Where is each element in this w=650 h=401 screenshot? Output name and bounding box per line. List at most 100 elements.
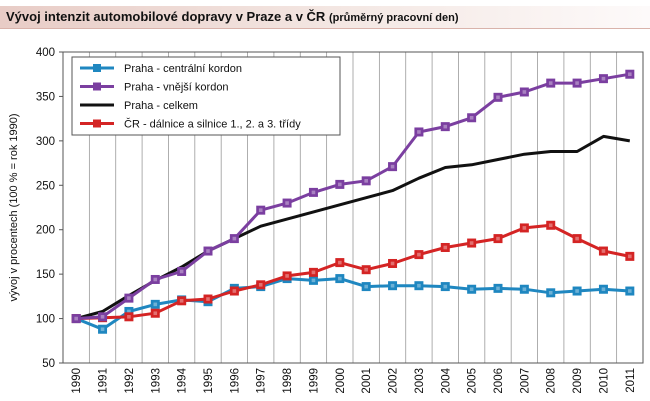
data-point (388, 162, 398, 172)
data-point-highlight (417, 252, 421, 257)
legend-swatch-marker (93, 82, 101, 91)
data-point-highlight (100, 327, 105, 332)
data-point-highlight (127, 296, 131, 300)
data-point (440, 282, 450, 292)
data-point (414, 127, 424, 137)
data-point-highlight (311, 278, 316, 283)
data-point-highlight (338, 276, 342, 281)
data-point-highlight (338, 260, 342, 265)
data-point-highlight (285, 274, 289, 278)
legend-label: Praha - centrální kordon (124, 63, 242, 75)
chart-title-main: Vývoj intenzit automobilové dopravy v Pr… (6, 9, 326, 24)
data-point (546, 220, 556, 230)
data-point-highlight (548, 81, 553, 85)
legend-item: Praha - celkem (80, 100, 198, 112)
data-point-highlight (469, 241, 474, 245)
x-tick-label: 2000 (335, 368, 347, 394)
x-tick-label: 2006 (493, 368, 505, 394)
data-point (519, 87, 529, 97)
data-point-highlight (179, 299, 184, 303)
data-point-highlight (258, 208, 263, 212)
data-point (598, 246, 608, 256)
chart-title-bar: Vývoj intenzit automobilové dopravy v Pr… (0, 6, 650, 29)
data-point-highlight (443, 284, 448, 289)
data-point-highlight (100, 314, 105, 319)
series-2 (71, 69, 635, 324)
data-point (546, 78, 556, 88)
data-point (229, 286, 239, 296)
x-tick-label: 1998 (282, 368, 294, 394)
data-point-highlight (232, 236, 237, 241)
legend-item: ČR - dálnice a silnice 1., 2. a 3. třídy (80, 118, 301, 131)
data-point-highlight (206, 297, 210, 301)
x-tick-label: 2009 (572, 368, 584, 394)
data-point (467, 284, 477, 294)
data-point-highlight (496, 95, 500, 100)
data-point (519, 284, 529, 294)
data-point-highlight (469, 115, 474, 120)
series-line (75, 277, 630, 331)
x-tick-label: 1999 (308, 368, 320, 394)
data-point-highlight (443, 124, 448, 129)
data-point-highlight (417, 130, 421, 134)
data-point-highlight (311, 190, 316, 195)
data-point (124, 312, 134, 322)
data-point-highlight (206, 249, 210, 253)
legend: Praha - centrální kordon Praha - vnější k… (71, 56, 341, 136)
data-point-highlight (522, 226, 527, 230)
legend-swatch-marker (93, 119, 101, 128)
data-point-highlight (390, 283, 395, 288)
data-point (150, 308, 160, 318)
data-point (414, 281, 424, 291)
data-point (256, 280, 266, 290)
data-point (98, 324, 108, 334)
data-point (414, 250, 424, 260)
data-point (440, 242, 450, 252)
y-axis-label: vývoj v procentech (100 % = rok 1990) (8, 113, 20, 301)
data-point-highlight (575, 289, 579, 293)
data-point (98, 312, 108, 322)
data-point (282, 271, 292, 281)
data-point (493, 92, 503, 102)
data-point (493, 234, 503, 244)
data-point (546, 288, 556, 298)
series-3 (75, 134, 631, 321)
y-tick-label: 200 (36, 225, 55, 237)
legend-label: Praha - celkem (124, 100, 198, 112)
series-lines (71, 69, 635, 334)
data-point-highlight (338, 182, 342, 187)
data-point (335, 258, 345, 268)
data-point (335, 274, 345, 284)
data-point-highlight (601, 249, 606, 253)
data-point (124, 293, 134, 303)
data-point-highlight (179, 269, 184, 274)
y-tick-label: 300 (36, 136, 55, 148)
data-point (177, 296, 187, 306)
x-tick-label: 1993 (150, 368, 162, 394)
chart-title: Vývoj intenzit automobilové dopravy v Pr… (6, 9, 459, 24)
y-tick-label: 250 (36, 180, 55, 192)
legend-label: Praha - vnější kordon (124, 82, 229, 94)
x-tick-label: 2007 (519, 368, 531, 394)
data-point (308, 267, 318, 277)
data-point (388, 258, 398, 268)
x-tick-label: 1992 (124, 368, 136, 394)
data-point (361, 176, 371, 186)
data-point (150, 299, 160, 309)
data-point-highlight (575, 236, 579, 241)
legend-box (71, 56, 341, 136)
data-point-highlight (522, 287, 527, 292)
plot-area-border (62, 51, 644, 364)
x-tick-label: 1990 (71, 368, 83, 394)
data-point-highlight (522, 90, 527, 94)
data-point-highlight (601, 76, 606, 81)
y-tick-label: 100 (36, 314, 55, 326)
legend-swatch-marker (93, 64, 101, 72)
data-point (625, 286, 635, 296)
data-point (361, 265, 371, 275)
data-point (467, 113, 477, 123)
data-point-highlight (601, 287, 606, 292)
y-tick-label: 400 (36, 47, 55, 59)
x-tick-label: 2001 (361, 368, 373, 394)
